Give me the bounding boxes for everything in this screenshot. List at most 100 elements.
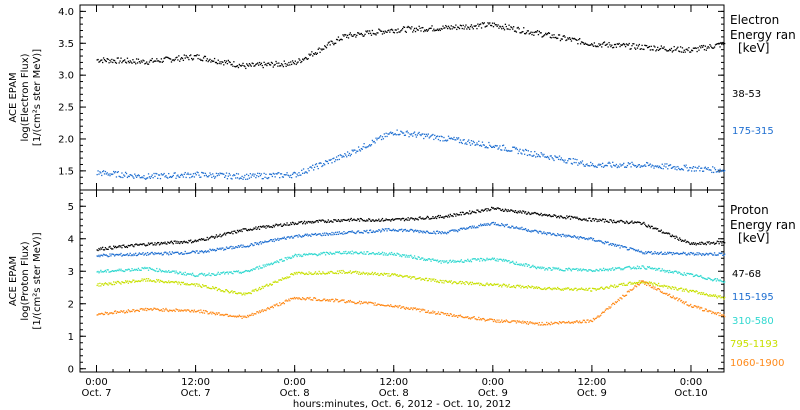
data-point — [319, 254, 321, 256]
data-point — [243, 65, 245, 67]
data-point — [573, 268, 575, 271]
data-point — [606, 286, 608, 288]
data-point — [491, 22, 494, 24]
data-point — [484, 284, 486, 287]
data-point — [444, 216, 446, 218]
data-point — [424, 218, 427, 220]
data-point — [597, 240, 599, 242]
data-point — [287, 277, 289, 279]
data-point — [287, 256, 289, 258]
data-point — [244, 294, 246, 296]
data-point — [227, 247, 229, 250]
data-point — [471, 258, 474, 260]
data-point — [253, 227, 255, 229]
data-point — [244, 65, 246, 68]
data-point — [209, 237, 211, 239]
data-point — [285, 238, 287, 240]
data-point — [546, 288, 548, 290]
data-point — [582, 288, 585, 290]
data-point — [664, 232, 666, 234]
data-point — [626, 249, 629, 251]
data-point — [412, 31, 414, 33]
data-point — [379, 253, 381, 256]
data-point — [423, 230, 425, 232]
data-point — [557, 233, 559, 235]
data-point — [117, 269, 119, 272]
data-point — [301, 220, 303, 223]
data-point — [211, 176, 213, 179]
data-point — [103, 173, 106, 175]
data-point — [308, 53, 310, 55]
data-point — [662, 231, 664, 233]
data-point — [183, 240, 185, 242]
data-point — [255, 267, 257, 269]
data-point — [290, 273, 292, 276]
data-point — [191, 272, 194, 274]
data-point — [282, 224, 285, 226]
data-point — [425, 133, 428, 136]
data-point — [300, 235, 302, 238]
data-point — [424, 279, 426, 281]
data-point — [346, 253, 348, 255]
data-point — [673, 288, 675, 291]
data-point — [477, 283, 479, 285]
data-point — [516, 263, 518, 266]
data-point — [549, 324, 551, 326]
data-point — [462, 211, 464, 214]
data-point — [709, 252, 711, 254]
data-point — [574, 268, 576, 270]
data-point — [124, 175, 126, 177]
data-point — [201, 272, 203, 274]
data-point — [181, 242, 184, 244]
data-point — [517, 26, 519, 29]
data-point — [518, 320, 520, 322]
data-point — [364, 253, 366, 255]
data-point — [617, 244, 619, 247]
data-point — [501, 222, 503, 225]
data-point — [335, 298, 337, 300]
data-point — [694, 291, 696, 293]
data-point — [504, 147, 507, 149]
data-point — [445, 215, 447, 217]
data-point — [205, 274, 207, 276]
data-point — [126, 57, 129, 59]
data-point — [364, 220, 366, 222]
data-point — [341, 39, 343, 41]
data-point — [469, 144, 472, 146]
data-point — [529, 266, 531, 269]
data-point — [342, 34, 344, 36]
data-point — [297, 236, 299, 238]
data-point — [170, 271, 173, 273]
data-point — [721, 252, 723, 254]
data-point — [257, 226, 260, 228]
data-point — [565, 39, 567, 42]
data-point — [202, 251, 204, 253]
data-point — [273, 226, 275, 228]
data-point — [591, 44, 594, 46]
data-point — [348, 152, 351, 155]
data-point — [390, 229, 392, 231]
data-point — [379, 220, 382, 222]
data-point — [373, 272, 375, 275]
data-point — [705, 252, 707, 255]
data-point — [224, 272, 227, 274]
data-point — [409, 133, 411, 135]
data-point — [180, 57, 183, 59]
data-point — [278, 304, 280, 307]
data-point — [245, 316, 247, 318]
data-point — [423, 259, 425, 261]
data-point — [208, 237, 210, 240]
data-point — [179, 242, 181, 245]
data-point — [329, 220, 331, 223]
data-point — [540, 231, 542, 233]
data-point — [441, 216, 443, 219]
data-point — [211, 313, 213, 315]
data-point — [210, 174, 212, 176]
data-point — [175, 57, 177, 59]
data-point — [625, 43, 628, 45]
data-point — [178, 272, 180, 275]
data-point — [253, 268, 255, 270]
data-point — [268, 308, 271, 310]
data-point — [219, 247, 221, 249]
data-point — [613, 165, 616, 167]
